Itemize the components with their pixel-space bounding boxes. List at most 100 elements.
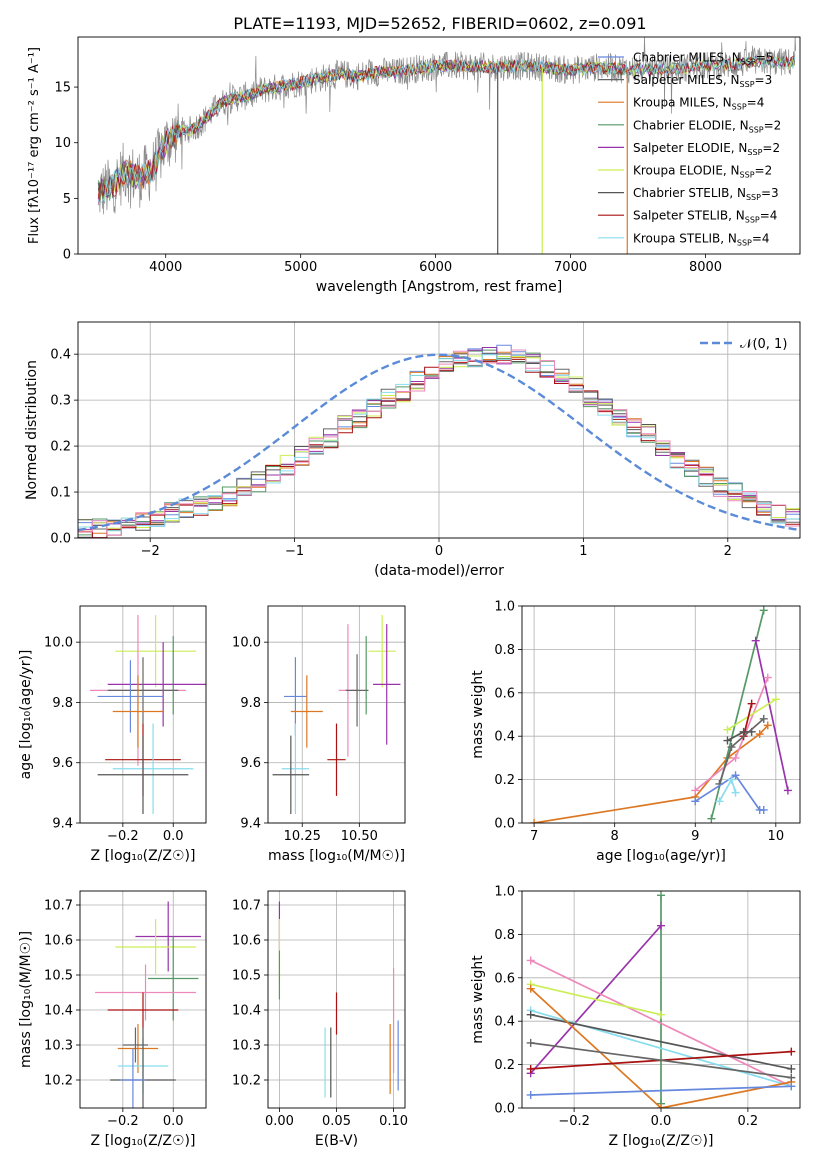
weight-marker (731, 753, 740, 762)
errorbars (278, 901, 399, 1098)
x-axis-label: wavelength [Angstrom, rest frame] (316, 279, 562, 295)
y-tick-label: 10.7 (44, 899, 73, 914)
y-tick-label: 0.1 (50, 486, 71, 501)
x-tick-label: 10.25 (284, 829, 321, 844)
axes-frame (79, 605, 207, 824)
weight-marker (715, 797, 724, 806)
weight-marker (526, 1090, 535, 1099)
y-tick-label: 1.0 (494, 885, 515, 900)
weight-marker (727, 775, 736, 784)
weight-marker (731, 771, 740, 780)
legend-label-main: Salpeter ELODIE, N (633, 141, 747, 155)
observed-spectrum-line (97, 37, 797, 215)
weight-marker (657, 891, 665, 900)
axes-frame (267, 605, 406, 824)
weight-marker (657, 1104, 665, 1108)
weight-marker (526, 1064, 535, 1073)
panel-mass_vs_EBV: 0.00 0.05 0.10 10.2 10.3 10.4 10.5 10.6 10.7 E(B-… (232, 890, 408, 1149)
y-tick-label: 0.4 (50, 348, 71, 363)
spectrum-lines (97, 37, 797, 254)
legend-label-main: Kroupa STELIB, N (633, 231, 737, 245)
y-tick-label: 0.3 (50, 394, 71, 409)
x-tick-label: 7 (530, 829, 538, 844)
y-tick-label: 9.8 (240, 696, 261, 711)
x-tick-label: 0.0 (651, 1114, 672, 1129)
weight-marker (763, 673, 772, 682)
weight-line (530, 1013, 792, 1070)
y-tick-label: 9.4 (52, 817, 73, 832)
x-tick-label: 0.00 (265, 1114, 294, 1129)
legend-label-main: Salpeter STELIB, N (633, 209, 745, 223)
y-axis-label: Flux [fλ10⁻¹⁷ erg cm⁻² s⁻¹ A⁻¹] (27, 47, 42, 244)
weight-line (530, 1042, 792, 1079)
legend-label-main: Kroupa MILES, N (633, 96, 732, 110)
y-tick-label: 10.4 (44, 1004, 73, 1019)
axes-frame (521, 890, 801, 1109)
x-tick-label: 2 (724, 544, 732, 559)
x-tick-label: 0.05 (322, 1114, 351, 1129)
y-tick-label: 10.7 (232, 899, 261, 914)
legend-label-main: Chabrier MILES, N (633, 51, 741, 65)
panel-age_vs_mass: 10.25 10.50 9.4 9.6 9.8 10.0 mass [log₁₀(M/M☉)… (232, 605, 406, 864)
legend-label: Chabrier ELODIE, NSSP=2 (633, 118, 781, 134)
y-tick-label: 0.2 (50, 440, 71, 455)
y-axis-label: mass [log₁₀(M/M☉)] (18, 931, 34, 1068)
legend-label-count: =3 (755, 73, 773, 87)
legend-label: 𝒩(0, 1) (740, 337, 787, 352)
weight-line (754, 640, 789, 791)
legend-label-count: =4 (760, 209, 778, 223)
legend-label-main: Kroupa ELODIE, N (633, 164, 740, 178)
weight-line (530, 983, 662, 1016)
legend-label-count: =4 (752, 231, 770, 245)
errorbars (272, 615, 401, 814)
legend-label-subscript: SSP (747, 148, 762, 157)
y-tick-label: 9.8 (52, 696, 73, 711)
panel-residuals: −2 −1 0 1 2 0.0 0.1 0.2 0.3 0.4 (data-model)/error… (24, 321, 801, 579)
legend-label-subscript: SSP (741, 58, 756, 67)
weight-marker (691, 797, 700, 806)
weight-marker (707, 814, 716, 823)
x-tick-label: 0 (435, 544, 443, 559)
y-tick-label: 10.0 (44, 636, 73, 651)
legend-label-subscript: SSP (737, 238, 752, 247)
legend-label-subscript: SSP (749, 125, 764, 134)
y-tick-label: 15 (54, 81, 71, 96)
y-tick-label: 10.2 (232, 1074, 261, 1089)
weight-marker (526, 1010, 535, 1019)
legend-label-main: Chabrier ELODIE, N (633, 118, 749, 132)
legend-label: Chabrier STELIB, NSSP=3 (633, 186, 779, 202)
legend-label: Kroupa STELIB, NSSP=4 (633, 231, 770, 247)
x-tick-label: −0.2 (558, 1114, 590, 1129)
y-tick-label: 10.5 (44, 969, 73, 984)
y-tick-label: 0.6 (494, 686, 515, 701)
weight-marker (739, 727, 748, 736)
axes-frame (77, 321, 801, 539)
weight-line (718, 777, 737, 802)
x-tick-label: 0.2 (738, 1114, 759, 1129)
legend-label: Kroupa ELODIE, NSSP=2 (633, 164, 772, 180)
legend-label-count: =3 (761, 186, 779, 200)
weight-line (694, 774, 764, 811)
x-tick-label: −0.2 (107, 1114, 139, 1129)
legend-label-subscript: SSP (732, 103, 747, 112)
weight-marker (755, 730, 764, 739)
axes-frame (79, 890, 207, 1109)
y-tick-label: 0.2 (494, 773, 515, 788)
y-axis-label: mass weight (470, 670, 486, 759)
weight-marker (759, 714, 768, 723)
legend-label: Salpeter ELODIE, NSSP=2 (633, 141, 780, 157)
legend-label: Kroupa MILES, NSSP=4 (633, 96, 764, 112)
x-axis-label: Z [log₁₀(Z/Z☉)] (609, 1133, 714, 1149)
x-tick-label: 9 (691, 829, 699, 844)
y-tick-label: 0.6 (494, 971, 515, 986)
x-axis-label: Z [log₁₀(Z/Z☉)] (91, 848, 196, 864)
y-tick-label: 0.8 (494, 928, 515, 943)
y-tick-label: 0.8 (494, 643, 515, 658)
weight-lines (530, 606, 792, 823)
weight-marker (751, 636, 760, 645)
x-tick-label: −1 (285, 544, 304, 559)
x-tick-label: 0.0 (163, 1114, 184, 1129)
errorbars (95, 901, 201, 1108)
x-tick-label: 1 (579, 544, 587, 559)
